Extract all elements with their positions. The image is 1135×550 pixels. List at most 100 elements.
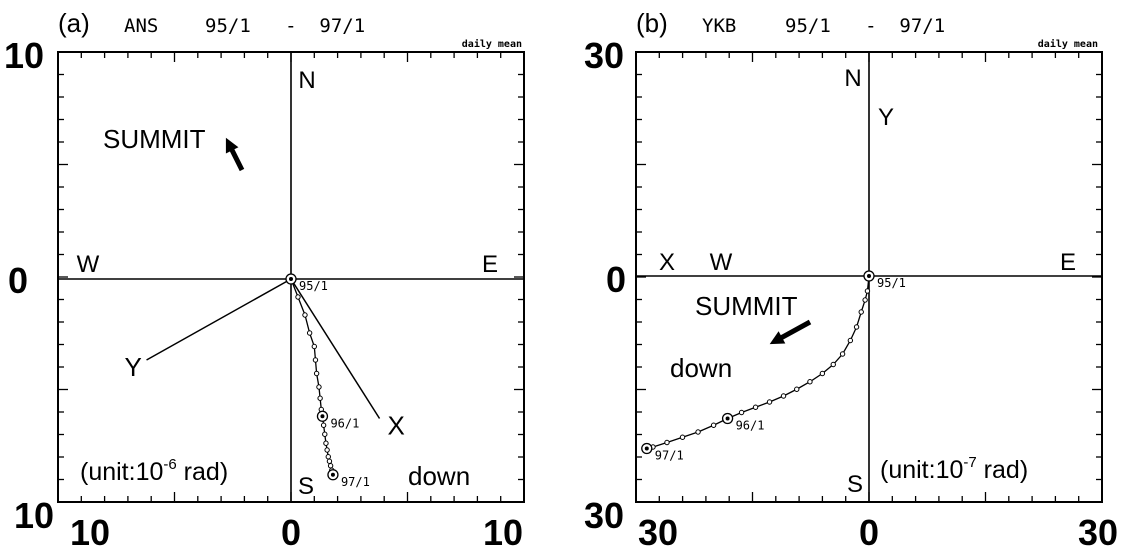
panel-a-x-left-label: 10 (70, 512, 110, 550)
epoch-label: 97/1 (655, 449, 684, 463)
summit-arrow-shaft (777, 319, 812, 342)
panel-a-station: ANS (124, 15, 158, 37)
panel-b-x-left-label: 30 (638, 512, 678, 550)
tilt-point (738, 409, 745, 416)
panel-a-epochs: 95/1 96/1 97/1 (285, 273, 370, 489)
panel-b-label: (b) (636, 8, 668, 38)
tilt-point (664, 439, 670, 446)
tilt-point (326, 458, 333, 464)
tilt-point (864, 288, 871, 294)
panel-b-north: N (844, 65, 861, 92)
tilt-point (752, 404, 759, 410)
epoch-marker-center (330, 472, 335, 477)
panel-a-x-right-label: 10 (483, 512, 523, 550)
tilt-point (710, 422, 717, 428)
panel-a-west: W (77, 251, 100, 278)
epoch-marker-center (644, 446, 649, 451)
panel-a-tilt-series (288, 276, 336, 478)
epoch-label: 95/1 (299, 279, 328, 293)
tilt-point (807, 379, 813, 385)
panel-b-west: W (710, 249, 733, 276)
tilt-trace (646, 275, 870, 450)
epoch-label: 96/1 (736, 419, 765, 433)
summit-arrow-head (769, 331, 786, 345)
panel-a-north: N (298, 67, 315, 94)
tilt-point (853, 324, 860, 330)
tilt-point (295, 294, 301, 300)
component-axis-x (290, 278, 381, 419)
panel-b-y-bottom-label: 30 (584, 495, 624, 536)
panel-b-x-zero-label: 0 (859, 512, 879, 550)
panel-a-down-label: down (408, 461, 470, 491)
epoch-marker-center (289, 277, 293, 281)
panel-b-tilt-series (644, 273, 872, 452)
tilt-point (313, 370, 320, 377)
component-axis-label-x: X (388, 411, 405, 441)
panel-a: (a) ANS 95/1 - 97/1 daily mean 10 0 10 1… (4, 8, 525, 550)
panel-b-station: YKB (702, 15, 736, 37)
tilt-point (862, 297, 868, 303)
panel-b-y-top-label: 30 (584, 35, 624, 76)
tilt-point (830, 361, 836, 368)
panel-a-period: 95/1 - 97/1 (205, 15, 365, 37)
panel-a-x-zero-label: 0 (281, 512, 301, 550)
tilt-point (320, 422, 327, 428)
tilt-point (311, 343, 317, 350)
epoch-label: 96/1 (330, 416, 359, 430)
tilt-point (679, 434, 686, 440)
tilt-point (819, 370, 826, 377)
panel-b-south: S (847, 471, 863, 498)
panel-a-y-bottom-label: 10 (14, 495, 54, 536)
tilt-point (312, 357, 319, 363)
panel-a-unit: (unit:10-6 rad) (80, 456, 228, 486)
panel-b-y-zero-label: 0 (606, 259, 626, 300)
tilt-point (322, 431, 328, 437)
panel-a-summit-arrow (225, 137, 245, 172)
panel-b-summit-label: SUMMIT (695, 291, 798, 321)
panel-b-unit: (unit:10-7 rad) (880, 454, 1028, 484)
summit-arrow-shaft (228, 145, 245, 172)
tilt-point (858, 309, 864, 315)
panel-b-x-axis-label: X (659, 249, 675, 276)
panel-b-east: E (1060, 249, 1076, 276)
epoch-marker-center (725, 416, 730, 421)
panel-a-note: daily mean (462, 38, 522, 50)
panel-a-summit-label: SUMMIT (103, 124, 206, 154)
panel-b-x-right-label: 30 (1078, 512, 1118, 550)
tilt-point (302, 312, 308, 318)
epoch-label: 95/1 (877, 276, 906, 290)
tilt-point (316, 384, 322, 390)
panel-b-note: daily mean (1038, 38, 1098, 50)
panel-a-east: E (482, 251, 498, 278)
panel-a-y-top-label: 10 (4, 35, 44, 76)
tilt-point (327, 463, 334, 469)
panel-b: (b) YKB 95/1 - 97/1 daily mean 30 0 30 3… (584, 8, 1118, 550)
tilt-point (766, 399, 773, 405)
tilt-point (847, 337, 854, 344)
tilt-point (317, 395, 323, 401)
tilt-point (780, 393, 787, 399)
panel-b-ticks (636, 52, 1102, 502)
panel-a-label: (a) (58, 8, 90, 38)
tilt-point (325, 454, 331, 460)
panel-b-epochs: 95/1 96/1 97/1 (641, 270, 906, 463)
epoch-marker-center (320, 414, 325, 419)
tilt-point (695, 429, 701, 435)
panel-b-y-axis-label: Y (878, 104, 894, 131)
tilt-point (306, 330, 313, 336)
panel-a-y-zero-label: 0 (8, 260, 28, 301)
tilt-point (839, 351, 846, 357)
component-axis-y (146, 278, 292, 361)
tilt-point (324, 447, 330, 453)
epoch-label: 97/1 (341, 475, 370, 489)
tilt-point (323, 440, 329, 446)
panel-b-down-label: down (670, 353, 732, 383)
panel-b-summit-arrow (769, 319, 812, 345)
epoch-marker-center (867, 274, 871, 278)
tilt-point (794, 386, 800, 392)
panel-b-period: 95/1 - 97/1 (785, 15, 945, 37)
component-axis-label-y: Y (125, 352, 142, 382)
panel-a-component-axes: YX (125, 278, 405, 441)
panel-a-south: S (298, 473, 314, 500)
